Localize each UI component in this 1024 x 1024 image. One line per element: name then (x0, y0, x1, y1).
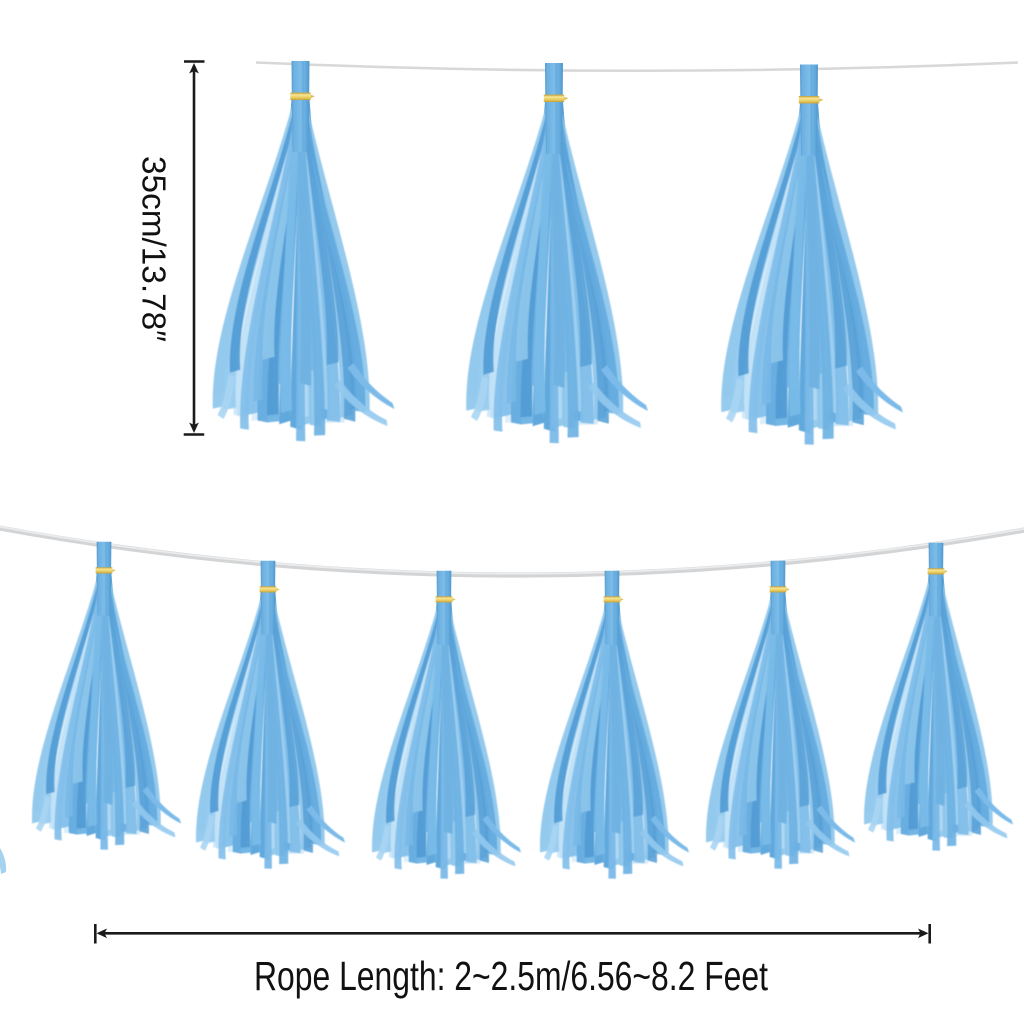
svg-text:Rope Length: 2~2.5m/6.56~8.2 F: Rope Length: 2~2.5m/6.56~8.2 Feet (254, 953, 768, 999)
svg-text:35cm/13.78″: 35cm/13.78″ (136, 156, 173, 342)
